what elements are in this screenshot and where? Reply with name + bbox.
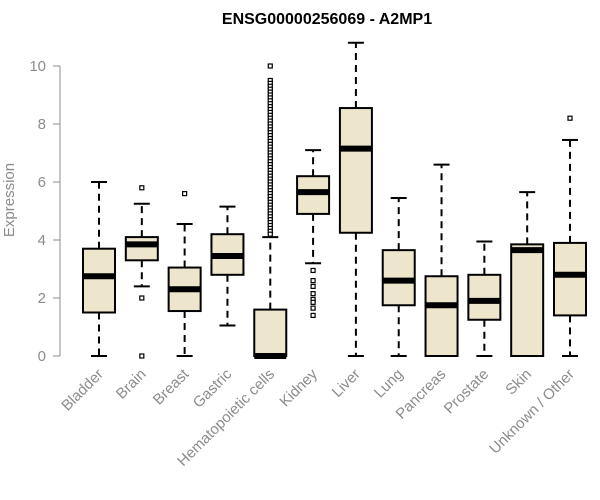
box-brain (124, 185, 159, 359)
x-tick-label: Prostate (441, 366, 493, 418)
box-hematopoietic-cells (253, 63, 288, 359)
box-prostate (467, 240, 502, 357)
iqr-box (338, 107, 373, 234)
box-gastric (210, 205, 245, 327)
box-breast (167, 191, 202, 357)
chart-title: ENSG00000256069 - A2MP1 (222, 11, 432, 28)
y-tick-label: 6 (38, 174, 46, 191)
box-kidney (296, 149, 331, 318)
x-tick-label: Lung (371, 366, 407, 402)
outlier-point (267, 63, 273, 69)
x-tick-label: Brain (113, 366, 150, 403)
outlier-point (310, 312, 316, 318)
outlier-point (310, 278, 316, 284)
x-tick-label: Skin (502, 366, 535, 399)
outlier-point (310, 283, 316, 289)
outlier-point (267, 231, 273, 237)
y-tick-label: 2 (38, 290, 46, 307)
x-tick-label: Bladder (58, 366, 107, 415)
x-tick-label: Breast (150, 365, 193, 408)
y-tick-label: 10 (29, 58, 46, 75)
outlier-point (310, 291, 316, 297)
box-liver (338, 41, 373, 357)
outlier-point (310, 267, 316, 274)
iqr-box (510, 243, 545, 358)
outlier-point (182, 191, 188, 197)
outlier-point (310, 299, 316, 305)
box-pancreas (424, 163, 459, 357)
iqr-box (467, 273, 502, 321)
box-bladder (82, 181, 116, 357)
iqr-box (82, 247, 116, 314)
outlier-point (139, 185, 145, 191)
y-axis-label: Expression (1, 163, 18, 237)
box-unknown-other (553, 115, 587, 357)
y-axis: 0 2 4 6 8 10 (29, 58, 61, 365)
box-series (82, 41, 587, 359)
y-tick-label: 0 (38, 348, 46, 365)
iqr-box (124, 236, 159, 262)
outlier-point (567, 115, 573, 121)
box-skin (510, 191, 545, 358)
iqr-box (253, 308, 288, 358)
outlier-point (310, 305, 316, 311)
outlier-point (139, 295, 145, 301)
y-tick-label: 4 (38, 232, 46, 249)
iqr-box (424, 275, 459, 357)
outlier-point (139, 353, 145, 359)
x-tick-label: Kidney (276, 365, 321, 410)
iqr-box (553, 241, 587, 317)
y-tick-label: 8 (38, 116, 46, 133)
x-tick-label: Liver (329, 366, 364, 401)
box-lung (381, 196, 416, 357)
